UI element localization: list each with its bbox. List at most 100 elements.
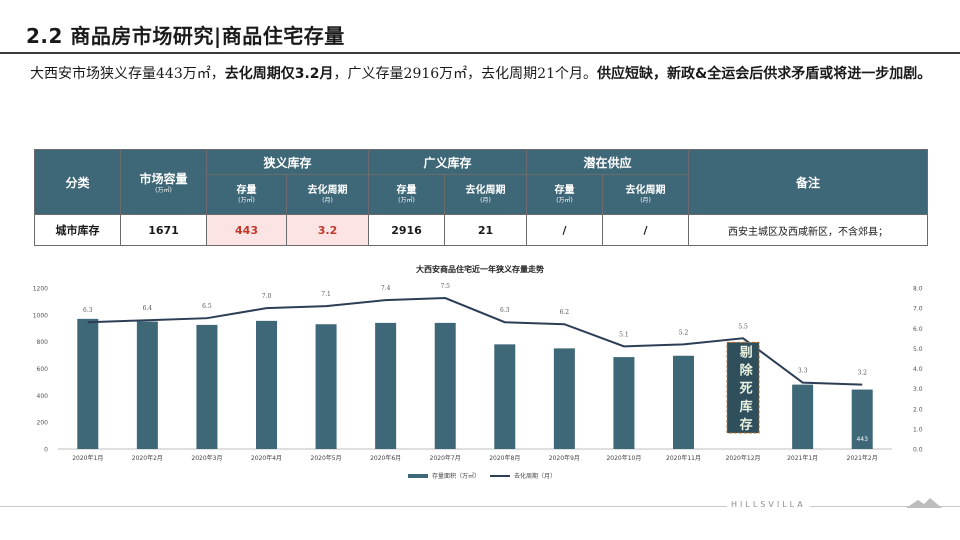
y-right-tick-label: 5.0 <box>913 346 923 353</box>
bar <box>613 357 635 449</box>
legend-bar-swatch <box>408 474 428 478</box>
line-data-label: 7.0 <box>262 293 272 300</box>
cell-narrow-cycle: 3.2 <box>285 214 370 246</box>
header-capacity-unit: (万㎡) <box>155 186 172 194</box>
subheader-potential-stock: 存量 (万㎡) <box>526 174 604 215</box>
x-tick-label: 2020年9月 <box>549 454 580 462</box>
summary-segment: 大西安市场狭义存量443万㎡， <box>30 66 225 82</box>
annotation-text: 存 <box>740 417 753 433</box>
legend-line-label: 去化周期（月） <box>514 472 556 480</box>
y-right-tick-label: 8.0 <box>913 286 923 293</box>
subheader-unit: (月) <box>322 196 333 204</box>
subheader-unit: (万㎡) <box>238 196 255 204</box>
bar <box>494 344 516 449</box>
header-remark: 备注 <box>688 149 929 215</box>
x-tick-label: 2020年5月 <box>311 454 342 462</box>
cell-category: 城市库存 <box>34 214 121 246</box>
line-data-label: 3.2 <box>857 370 867 377</box>
y-left-tick-label: 0 <box>44 447 48 454</box>
subheader-unit: (万㎡) <box>398 196 415 204</box>
line-data-label: 6.2 <box>560 309 570 316</box>
brand-wordmark: HILLSVILLA <box>727 500 810 509</box>
header-category: 分类 <box>34 149 121 215</box>
summary-segment: 去化周期仅3.2月 <box>224 66 334 82</box>
annotation-text: 死 <box>740 382 753 397</box>
x-tick-label: 2020年12月 <box>726 454 761 462</box>
y-left-tick-label: 200 <box>37 420 49 427</box>
y-left-tick-label: 600 <box>37 366 49 373</box>
y-right-tick-label: 2.0 <box>913 406 923 413</box>
x-tick-label: 2020年7月 <box>430 454 461 462</box>
y-left-tick-label: 1000 <box>33 312 48 319</box>
x-tick-label: 2020年4月 <box>251 454 282 462</box>
cell-capacity: 1671 <box>120 214 207 246</box>
annotation-text: 除 <box>740 363 754 379</box>
cell-narrow-stock: 443 <box>206 214 287 246</box>
mountain-logo-icon <box>906 498 942 508</box>
summary-text: 大西安市场狭义存量443万㎡，去化周期仅3.2月，广义存量2916万㎡，去化周期… <box>30 60 935 88</box>
line-data-label: 7.5 <box>440 283 450 290</box>
subheader-narrow-cycle: 去化周期 (月) <box>285 174 370 215</box>
subheader-broad-stock: 存量 (万㎡) <box>368 174 446 215</box>
chart-title: 大西安商品住宅近一年狭义存量走势 <box>416 264 544 274</box>
bar <box>673 355 694 449</box>
line-data-label: 5.5 <box>738 323 748 330</box>
y-right-tick-label: 0.0 <box>913 447 923 454</box>
line-data-label: 3.3 <box>798 368 808 375</box>
bar <box>375 322 397 449</box>
bar <box>553 348 575 449</box>
x-tick-label: 2021年1月 <box>787 454 818 462</box>
cell-potential-cycle: / <box>602 214 690 246</box>
cell-broad-cycle: 21 <box>444 214 528 246</box>
header-capacity: 市场容量 (万㎡) <box>120 149 207 215</box>
subheader-broad-cycle: 去化周期 (月) <box>444 174 528 215</box>
y-right-tick-label: 7.0 <box>913 306 923 313</box>
header-capacity-label: 市场容量 <box>139 171 188 186</box>
subheader-unit: (万㎡) <box>556 196 573 204</box>
cycle-line <box>87 297 863 386</box>
bar <box>851 389 873 449</box>
subheader-label: 存量 <box>396 184 417 196</box>
x-tick-label: 2020年8月 <box>489 454 520 462</box>
line-data-label: 6.5 <box>202 303 212 310</box>
subheader-label: 去化周期 <box>465 184 506 196</box>
inventory-table: 分类 市场容量 (万㎡) 狭义库存 广义库存 潜在供应 备注 存量 (万㎡) 去化… <box>34 149 929 246</box>
bar <box>256 320 277 449</box>
bar-data-label: 443 <box>856 436 868 443</box>
line-data-label: 7.4 <box>381 285 391 292</box>
line-data-label: 7.1 <box>321 291 331 298</box>
x-tick-label: 2020年2月 <box>132 454 163 462</box>
legend-bar-label: 存量面积（万㎡） <box>432 472 480 480</box>
y-right-tick-label: 6.0 <box>913 326 923 333</box>
page-title: 2.2 商品房市场研究|商品住宅存量 <box>26 24 345 48</box>
x-tick-label: 2020年1月 <box>72 454 103 462</box>
bar <box>315 324 337 449</box>
annotation-text: 库 <box>740 399 753 415</box>
x-tick-label: 2020年10月 <box>606 454 641 462</box>
cell-potential-stock: / <box>526 214 604 246</box>
header-broad-inventory: 广义库存 <box>368 149 528 175</box>
x-tick-label: 2020年6月 <box>370 454 401 462</box>
inventory-trend-chart: 大西安商品住宅近一年狭义存量走势 0 200 400 600 800 1000 1200 0.0… <box>20 258 940 488</box>
bar <box>434 322 456 449</box>
x-tick-label: 2020年3月 <box>191 454 222 462</box>
x-tick-label: 2021年2月 <box>847 454 878 462</box>
subheader-label: 去化周期 <box>625 184 666 196</box>
footer-divider <box>0 506 960 507</box>
subheader-label: 存量 <box>236 184 257 196</box>
y-right-tick-label: 1.0 <box>913 426 923 433</box>
line-data-label: 6.3 <box>500 307 510 314</box>
title-bar: 2.2 商品房市场研究|商品住宅存量 <box>0 0 960 52</box>
summary-segment: ，广义存量2916万㎡，去化周期21个月。 <box>333 66 597 82</box>
line-data-label: 6.4 <box>143 305 153 312</box>
subheader-narrow-stock: 存量 (万㎡) <box>206 174 287 215</box>
subheader-potential-cycle: 去化周期 (月) <box>602 174 690 215</box>
subheader-unit: (月) <box>640 196 651 204</box>
subheader-label: 去化周期 <box>307 184 348 196</box>
cell-remark: 西安主城区及西咸新区，不含郊县； <box>688 214 929 246</box>
bar <box>196 324 218 449</box>
cell-broad-stock: 2916 <box>368 214 446 246</box>
bar <box>792 384 814 449</box>
header-narrow-inventory: 狭义库存 <box>205 149 370 175</box>
subheader-unit: (月) <box>480 196 491 204</box>
